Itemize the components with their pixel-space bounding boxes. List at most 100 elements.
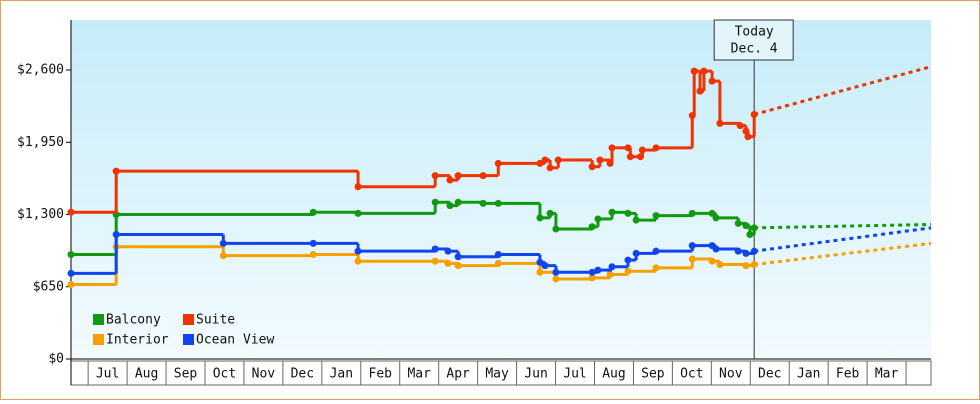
point <box>479 199 487 207</box>
point <box>494 259 502 267</box>
point <box>608 144 616 152</box>
point <box>552 268 560 276</box>
point <box>624 209 632 217</box>
y-tick-label: $2,600 <box>17 63 64 78</box>
point <box>494 199 502 207</box>
point <box>608 263 616 271</box>
point <box>606 271 614 279</box>
point <box>594 266 602 274</box>
x-tick-label: Mar <box>875 367 899 382</box>
point <box>454 253 462 261</box>
x-tick-label: Nov <box>252 367 276 382</box>
legend-label: Suite <box>196 313 235 328</box>
point <box>708 257 716 265</box>
x-tick-label: Jun <box>524 367 547 382</box>
point <box>626 153 634 161</box>
point <box>750 247 758 255</box>
point <box>588 223 596 231</box>
point <box>708 77 716 85</box>
point <box>446 202 454 210</box>
x-tick-label: Jul <box>96 367 119 382</box>
legend-swatch <box>93 314 104 325</box>
point <box>712 214 720 222</box>
point <box>552 225 560 233</box>
point <box>588 268 596 276</box>
point <box>624 144 632 152</box>
x-tick-label: May <box>485 367 509 382</box>
x-tick-label: Dec <box>291 367 314 382</box>
point <box>67 251 75 259</box>
point <box>624 267 632 275</box>
point <box>652 212 660 220</box>
forecast-line <box>753 65 932 116</box>
point <box>431 172 439 180</box>
point <box>716 261 724 269</box>
x-tick-label: Oct <box>213 367 236 382</box>
point <box>588 274 596 282</box>
x-axis-band <box>70 360 932 386</box>
point <box>479 172 487 180</box>
today-label: Dec. 4 <box>731 42 778 57</box>
forecast-line <box>753 226 932 253</box>
x-tick-label: Apr <box>446 367 470 382</box>
point <box>67 281 75 289</box>
point <box>594 215 602 223</box>
point <box>734 247 742 255</box>
point <box>652 144 660 152</box>
x-tick-label: Jul <box>563 367 586 382</box>
point <box>632 249 640 257</box>
point <box>744 133 752 141</box>
point <box>742 127 750 135</box>
y-tick-label: $1,300 <box>17 207 64 222</box>
y-tick-label: $1,950 <box>17 135 64 150</box>
point <box>536 159 544 167</box>
point <box>546 164 554 172</box>
point <box>624 256 632 264</box>
point <box>541 262 549 270</box>
today-box <box>713 19 794 61</box>
point <box>750 261 758 269</box>
point <box>494 251 502 259</box>
point <box>606 159 614 167</box>
x-tick-label: Jan <box>797 367 820 382</box>
point <box>536 268 544 276</box>
x-tick-label: Feb <box>836 367 860 382</box>
point <box>638 146 646 154</box>
point <box>632 216 640 224</box>
x-tick-label: Sep <box>174 367 198 382</box>
point <box>219 252 227 260</box>
point <box>552 275 560 283</box>
legend-label: Ocean View <box>196 333 274 348</box>
point <box>444 259 452 267</box>
point <box>431 245 439 253</box>
point <box>608 208 616 216</box>
point <box>746 231 754 239</box>
point <box>688 255 696 263</box>
point <box>750 224 758 232</box>
forecast-line <box>753 241 932 267</box>
legend-swatch <box>93 334 104 345</box>
point <box>688 112 696 120</box>
point <box>494 159 502 167</box>
point <box>454 198 462 206</box>
point <box>354 257 362 265</box>
point <box>354 247 362 255</box>
point <box>690 67 698 75</box>
point <box>67 269 75 277</box>
y-tick-label: $0 <box>48 352 64 367</box>
point <box>742 222 750 230</box>
point <box>750 110 758 118</box>
x-tick-label: Sep <box>641 367 665 382</box>
point <box>536 214 544 222</box>
x-tick-label: Mar <box>407 367 431 382</box>
point <box>716 119 724 127</box>
point <box>636 153 644 161</box>
point <box>431 257 439 265</box>
point <box>588 163 596 171</box>
point <box>454 172 462 180</box>
point <box>444 247 452 255</box>
point <box>112 231 120 239</box>
point <box>742 262 750 270</box>
point <box>541 156 549 164</box>
point <box>431 198 439 206</box>
